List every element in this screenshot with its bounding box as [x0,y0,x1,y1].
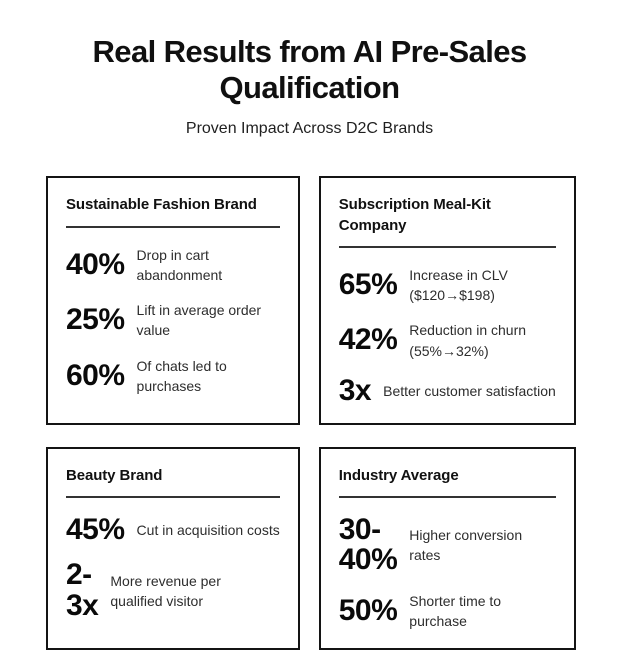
stat-row: 3x Better customer satisfaction [338,373,556,407]
card-beauty-brand: Beauty Brand 45% Cut in acquisition cost… [46,446,300,650]
card-title-rule [66,225,280,228]
stat-value: 40% [66,247,125,281]
stat-row: 25% Lift in average order value [66,300,280,341]
stat-value: 45% [66,512,125,546]
page-subtitle: Proven Impact Across D2C Brands [185,120,434,138]
stat-value: 50% [338,594,398,627]
stat-row: 30- 40% Higher conversion rates [338,512,556,577]
card-subscription-meal-kit-company: Subscription Meal-Kit Company 65% Increa… [318,176,576,425]
stat-label: Of chats led to purchases [136,357,227,395]
card-title-rule [338,495,556,498]
stat-row: 60% Of chats led to purchases [66,356,280,397]
card-title: Industry Average [338,466,459,484]
card-title: Sustainable Fashion Brand [66,196,257,214]
stat-row: 45% Cut in acquisition costs [66,512,280,546]
stat-label: More revenue per qualified visitor [110,572,221,609]
stat-value: 30- 40% [338,512,398,577]
stat-label: Increase in CLV ($120→$198) [409,266,508,304]
stat-row: 65% Increase in CLV ($120→$198) [339,265,556,306]
stat-row: 50% Shorter time to purchase [339,591,556,632]
stat-label: Lift in average order value [136,302,262,339]
stat-row: 2- 3x More revenue per qualified visitor [66,560,280,621]
stat-value: 25% [66,303,125,337]
stat-label: Cut in acquisition costs [136,521,280,538]
stat-row: 42% Reduction in churn (55%→32%) [339,320,556,361]
card-title: Beauty Brand [66,466,163,484]
card-title-rule [66,495,280,498]
stat-label: Drop in cart abandonment [136,246,223,283]
stat-label: Better customer satisfaction [383,383,556,400]
card-industry-average: Industry Average 30- 40% Higher conversi… [318,446,576,650]
results-cards-grid: Sustainable Fashion Brand 40% Drop in ca… [0,176,619,650]
card-title-rule [338,245,556,248]
stat-value: 60% [66,358,125,392]
stat-row: 40% Drop in cart abandonment [66,245,280,286]
stat-label: Shorter time to purchase [409,593,502,630]
stat-value: 42% [338,323,398,357]
stat-value: 3x [338,373,372,407]
card-sustainable-fashion-brand: Sustainable Fashion Brand 40% Drop in ca… [46,176,300,425]
stat-label: Reduction in churn (55%→32%) [409,322,527,359]
stat-value: 2- 3x [66,558,99,622]
page-title: Real Results from AI Pre-Sales Qualifica… [92,34,528,105]
stat-label: Higher conversion rates [409,527,523,564]
card-title: Subscription Meal-Kit Company [338,196,491,234]
stat-value: 65% [338,267,398,301]
